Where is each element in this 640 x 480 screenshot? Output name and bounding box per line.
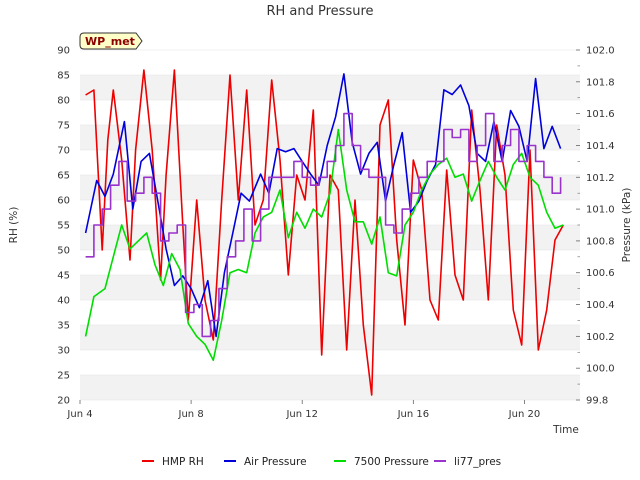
y-right-tick-label: 101.2 <box>586 173 615 184</box>
y-right-axis-title: Pressure (kPa) <box>621 188 633 263</box>
y-left-tick-label: 45 <box>57 271 70 282</box>
series-line-air-pressure <box>84 73 562 338</box>
series-line-7500-pressure <box>84 128 564 361</box>
chart-title: RH and Pressure <box>266 4 373 19</box>
y-left-tick-label: 90 <box>57 46 70 57</box>
series-lines <box>84 69 564 396</box>
legend-label: HMP RH <box>162 456 204 468</box>
y-right-tick-label: 101.6 <box>586 109 615 120</box>
series-line-hmp-rh <box>85 69 564 396</box>
y-right-tick-label: 100.8 <box>586 236 615 247</box>
grid-band <box>80 375 580 400</box>
badge-label: WP_met <box>85 35 135 48</box>
y-left-tick-label: 55 <box>57 221 70 232</box>
y-left-tick-label: 80 <box>57 96 70 107</box>
y-left-tick-label: 25 <box>57 371 70 382</box>
y-left-axis-title: RH (%) <box>8 207 20 244</box>
y-right-tick-label: 99.8 <box>586 396 608 407</box>
y-right-tick-label: 100.2 <box>586 332 615 343</box>
y-right-tick-label: 100.4 <box>586 300 615 311</box>
x-tick-label: Jun 16 <box>397 409 430 420</box>
y-right-tick-label: 100.6 <box>586 268 615 279</box>
y-left-tick-label: 65 <box>57 171 70 182</box>
grid-band <box>80 225 580 250</box>
y-left-tick-label: 35 <box>57 321 70 332</box>
legend-label: li77_pres <box>454 456 501 468</box>
grid-band <box>80 275 580 300</box>
y-left-tick-label: 20 <box>57 396 70 407</box>
x-axis-title: Time <box>552 424 579 436</box>
y-right-tick-label: 101.8 <box>586 77 615 88</box>
x-axis: Jun 4 Jun 8 Jun 12 Jun 16 Jun 20 <box>66 400 540 420</box>
y-left-tick-label: 40 <box>57 296 70 307</box>
legend-label: 7500 Pressure <box>354 456 429 468</box>
x-tick-label: Jun 8 <box>178 409 204 420</box>
y-right-tick-label: 102.0 <box>586 46 615 57</box>
y-left-tick-label: 75 <box>57 121 70 132</box>
grid-band <box>80 325 580 350</box>
y-left-tick-label: 30 <box>57 346 70 357</box>
x-tick-label: Jun 12 <box>285 409 318 420</box>
y-left-tick-label: 60 <box>57 196 70 207</box>
legend-label: Air Pressure <box>244 456 307 468</box>
y-right-tick-label: 101.4 <box>586 141 615 152</box>
y-right-tick-label: 101.0 <box>586 205 615 216</box>
y-left-tick-label: 70 <box>57 146 70 157</box>
y-right-tick-label: 100.0 <box>586 364 615 375</box>
y-left-tick-label: 50 <box>57 246 70 257</box>
x-tick-label: Jun 4 <box>66 409 92 420</box>
grid-band <box>80 75 580 100</box>
legend: HMP RH Air Pressure 7500 Pressure li77_pres <box>142 456 501 468</box>
left-axis: 20 25 30 35 40 45 50 55 60 65 70 75 80 85 90 <box>57 46 70 407</box>
wp-met-badge: WP_met <box>79 32 143 50</box>
right-axis: 99.8 100.0 100.2 100.4 100.6 100.8 101.0 101.2 1… <box>576 46 615 407</box>
series-line-li77-pres <box>85 112 562 338</box>
x-tick-label: Jun 20 <box>508 409 541 420</box>
y-left-tick-label: 85 <box>57 71 70 82</box>
